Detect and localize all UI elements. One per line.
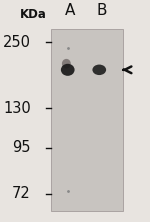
Text: KDa: KDa <box>20 8 47 21</box>
FancyBboxPatch shape <box>51 29 123 211</box>
Text: B: B <box>97 3 107 18</box>
Text: 250: 250 <box>3 35 31 50</box>
Text: A: A <box>65 3 76 18</box>
Text: 130: 130 <box>3 101 31 116</box>
Ellipse shape <box>92 65 106 75</box>
Ellipse shape <box>62 59 71 69</box>
Ellipse shape <box>61 64 75 76</box>
Text: 95: 95 <box>12 140 31 155</box>
Text: 72: 72 <box>12 186 31 201</box>
